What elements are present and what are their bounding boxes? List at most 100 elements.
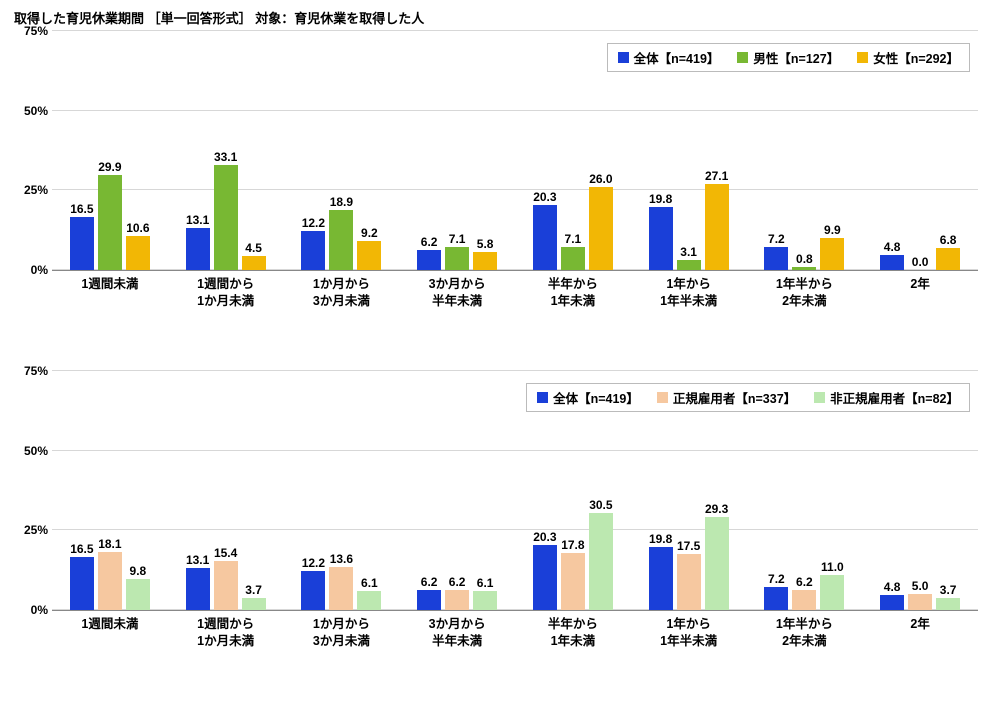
bar: 7.2 [764, 587, 788, 610]
bar-value-label: 6.1 [477, 576, 494, 590]
bar-value-label: 7.1 [449, 232, 466, 246]
bar: 16.5 [70, 217, 94, 270]
bar: 18.9 [329, 210, 353, 270]
bar-value-label: 9.2 [361, 226, 378, 240]
bar-value-label: 26.0 [589, 172, 612, 186]
bar: 9.9 [820, 238, 844, 270]
bar: 13.1 [186, 568, 210, 610]
bar-value-label: 11.0 [821, 560, 844, 574]
bar-value-label: 5.0 [912, 579, 929, 593]
legend-label: 男性【n=127】 [753, 48, 839, 67]
x-tick-label: 1年から1年半未満 [631, 273, 747, 321]
bar-value-label: 6.8 [940, 233, 957, 247]
legend-item: 正規雇用者【n=337】 [657, 388, 796, 407]
y-tick-label: 50% [14, 104, 48, 118]
bar: 7.1 [445, 247, 469, 270]
y-tick-label: 75% [14, 24, 48, 38]
bar: 12.2 [301, 231, 325, 270]
bar-value-label: 3.7 [245, 583, 262, 597]
x-tick-label: 半年から1年未満 [515, 613, 631, 661]
bar-group: 12.213.66.1 [284, 371, 400, 610]
x-tick-label: 1週間未満 [52, 273, 168, 321]
bar-value-label: 19.8 [649, 192, 672, 206]
bar: 16.5 [70, 557, 94, 610]
bar-value-label: 13.6 [330, 552, 353, 566]
bar: 6.2 [792, 590, 816, 610]
bar: 7.1 [561, 247, 585, 270]
bar-group: 6.27.15.8 [399, 31, 515, 270]
bar-value-label: 17.8 [561, 538, 584, 552]
bar: 26.0 [589, 187, 613, 270]
bar: 3.1 [677, 260, 701, 270]
x-tick-label: 1か月から3か月未満 [284, 613, 400, 661]
x-tick-label: 1週間から1か月未満 [168, 273, 284, 321]
bar: 7.2 [764, 247, 788, 270]
bar-group: 16.529.910.6 [52, 31, 168, 270]
bar: 29.9 [98, 175, 122, 270]
bar: 17.5 [677, 554, 701, 610]
bar: 4.8 [880, 255, 904, 270]
bar: 9.2 [357, 241, 381, 270]
bar-value-label: 12.2 [302, 556, 325, 570]
y-tick-label: 0% [14, 263, 48, 277]
bar-value-label: 18.9 [330, 195, 353, 209]
legend-label: 全体【n=419】 [553, 388, 639, 407]
y-tick-label: 25% [14, 523, 48, 537]
legend-label: 全体【n=419】 [634, 48, 720, 67]
bar-value-label: 3.7 [940, 583, 957, 597]
bar-value-label: 33.1 [214, 150, 237, 164]
bar-value-label: 5.8 [477, 237, 494, 251]
bar-value-label: 20.3 [533, 190, 556, 204]
bar: 0.8 [792, 267, 816, 270]
bar: 27.1 [705, 184, 729, 270]
legend-swatch [657, 392, 668, 403]
bar-value-label: 7.1 [565, 232, 582, 246]
bar: 5.0 [908, 594, 932, 610]
bar-value-label: 16.5 [70, 202, 93, 216]
bar-group: 13.1 15.4 3.7 [168, 371, 284, 610]
bar-value-label: 6.2 [421, 235, 438, 249]
bar: 9.8 [126, 579, 150, 610]
bar: 12.2 [301, 571, 325, 610]
bar: 11.0 [820, 575, 844, 610]
bar: 6.2 [417, 250, 441, 270]
bar: 19.8 [649, 207, 673, 270]
bar-value-label: 20.3 [533, 530, 556, 544]
bar-value-label: 15.4 [214, 546, 237, 560]
bar-value-label: 4.8 [884, 580, 901, 594]
x-tick-label: 1年半から2年未満 [747, 273, 863, 321]
bar: 13.1 [186, 228, 210, 270]
legend-item: 非正規雇用者【n=82】 [814, 388, 959, 407]
bar-value-label: 7.2 [768, 572, 785, 586]
bar-value-label: 12.2 [302, 216, 325, 230]
bar-group: 12.218.99.2 [284, 31, 400, 270]
x-tick-label: 2年 [862, 613, 978, 661]
bar-value-label: 6.2 [449, 575, 466, 589]
bar-value-label: 4.8 [884, 240, 901, 254]
bar: 13.6 [329, 567, 353, 610]
x-tick-label: 1か月から3か月未満 [284, 273, 400, 321]
y-tick-label: 25% [14, 183, 48, 197]
bar: 20.3 [533, 545, 557, 610]
x-tick-label: 1年半から2年未満 [747, 613, 863, 661]
x-tick-label: 3か月から半年未満 [399, 613, 515, 661]
bar-value-label: 9.9 [824, 223, 841, 237]
legend: 全体【n=419】 男性【n=127】女性【n=292】 [607, 43, 970, 72]
legend: 全体【n=419】正規雇用者【n=337】 非正規雇用者【n=82】 [526, 383, 970, 412]
legend-label: 非正規雇用者【n=82】 [830, 388, 959, 407]
legend-item: 女性【n=292】 [857, 48, 959, 67]
bar-group: 6.26.26.1 [399, 371, 515, 610]
bar-chart-2: 0%25%50%75%全体【n=419】正規雇用者【n=337】非正規雇用者【n… [14, 371, 986, 661]
bar: 30.5 [589, 513, 613, 610]
bar: 29.3 [705, 517, 729, 610]
legend-item: 全体【n=419】 [618, 48, 720, 67]
bar-value-label: 27.1 [705, 169, 728, 183]
bar-value-label: 0.8 [796, 252, 813, 266]
bar-value-label: 13.1 [186, 553, 209, 567]
legend-item: 全体【n=419】 [537, 388, 639, 407]
bar: 3.7 [242, 598, 266, 610]
bar-value-label: 16.5 [70, 542, 93, 556]
x-axis-labels: 1週間未満1週間から1か月未満1か月から3か月未満3か月から半年未満半年から1年… [52, 613, 978, 661]
bar: 4.8 [880, 595, 904, 610]
bar: 10.6 [126, 236, 150, 270]
